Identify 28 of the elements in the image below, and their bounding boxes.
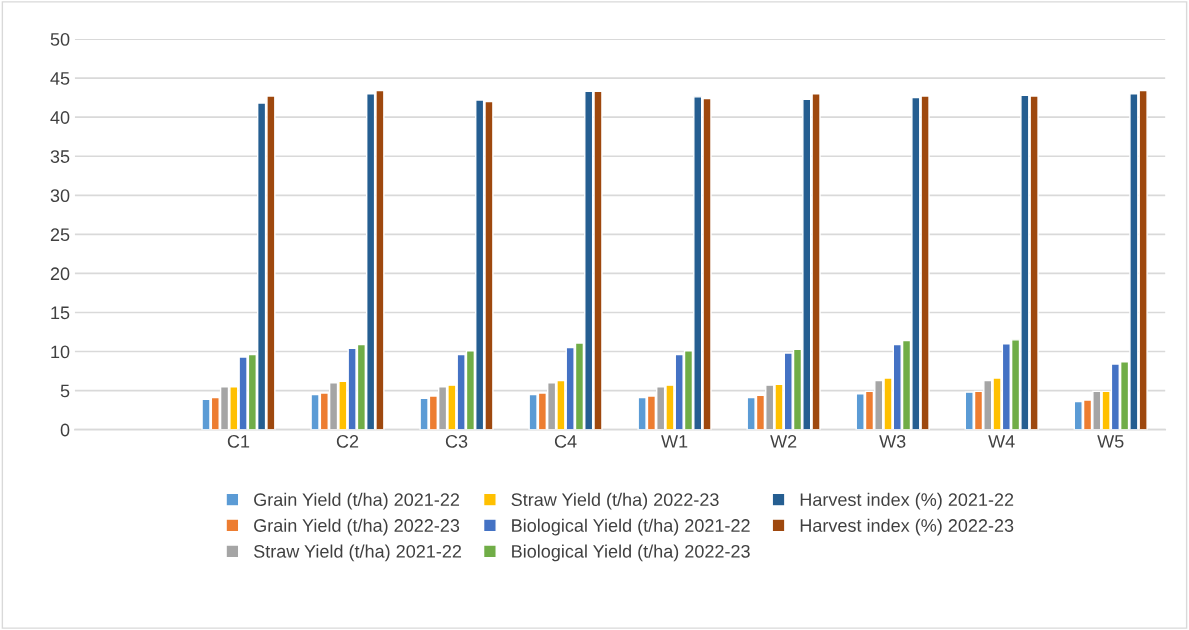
x-tick-label: W3: [879, 435, 906, 448]
legend-label: Biological Yield (t/ha) 2022-23: [512, 544, 750, 562]
y-tick-label: 45: [50, 72, 70, 85]
legend-label: Biological Yield (t/ha) 2021-22: [512, 518, 750, 536]
legend-label: Harvest index (%) 2021-22: [800, 492, 1014, 510]
legend-label: Harvest index (%) 2022-23: [800, 518, 1014, 536]
x-tick-label: W1: [661, 435, 688, 448]
x-tick-label: C1: [227, 435, 250, 448]
x-tick-label: C3: [445, 435, 468, 448]
y-tick-label: 35: [50, 150, 70, 163]
x-tick-label: C4: [554, 435, 577, 448]
x-tick-label: W4: [988, 435, 1015, 448]
legend-label: Grain Yield (t/ha) 2022-23: [254, 518, 460, 536]
y-tick-label: 30: [50, 189, 70, 203]
legend-label: Straw Yield (t/ha) 2022-23: [511, 492, 719, 510]
legend-label: Straw Yield (t/ha) 2021-22: [253, 544, 462, 562]
x-tick-label: W2: [770, 435, 797, 448]
y-tick-label: 25: [50, 228, 70, 242]
x-tick-label: W5: [1097, 435, 1124, 448]
y-tick-label: 10: [51, 345, 70, 359]
y-tick-label: 40: [50, 111, 70, 124]
y-tick-label: 15: [51, 306, 70, 320]
legend-label: Grain Yield (t/ha) 2021-22: [254, 492, 460, 510]
y-tick-label: 20: [50, 267, 70, 281]
y-tick-label: 5: [60, 384, 70, 398]
x-tick-label: C2: [336, 435, 359, 448]
y-tick-label: 0: [60, 423, 70, 437]
y-tick-label: 50: [50, 32, 70, 46]
